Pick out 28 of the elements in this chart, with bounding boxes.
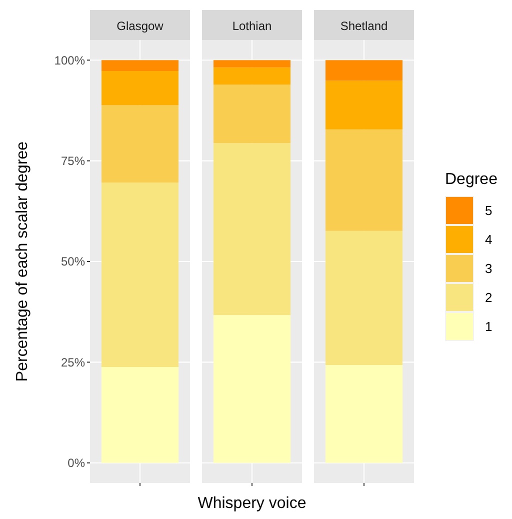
bar — [326, 230, 402, 365]
bar — [102, 60, 178, 72]
y-tick-label: 100% — [54, 53, 86, 68]
bar — [326, 365, 402, 463]
legend-label: 3 — [485, 261, 492, 276]
legend-label: 5 — [485, 203, 492, 218]
y-tick-label: 75% — [60, 154, 86, 168]
bar — [214, 60, 290, 68]
x-tick-label: Shetland — [340, 19, 388, 33]
x-tick-label: Lothian — [232, 19, 272, 33]
bar — [102, 367, 178, 463]
bar — [214, 67, 290, 85]
legend-title: Degree — [445, 171, 498, 188]
y-tick-label: 0% — [68, 456, 86, 470]
legend-label: 4 — [485, 232, 492, 248]
bar — [326, 60, 402, 81]
bar — [214, 84, 290, 144]
legend-label: 2 — [485, 290, 492, 306]
x-axis-title: Whispery voice — [198, 495, 306, 512]
x-tick-label: Glasgow — [116, 19, 164, 33]
bar — [326, 80, 402, 130]
bar — [102, 105, 178, 183]
bar — [102, 71, 178, 106]
legend-label: 1 — [485, 319, 492, 334]
bar — [326, 129, 402, 231]
y-axis-title: Percentage of each scalar degree — [14, 141, 31, 382]
y-tick-label: 50% — [60, 254, 86, 269]
y-tick-label: 25% — [60, 355, 86, 370]
